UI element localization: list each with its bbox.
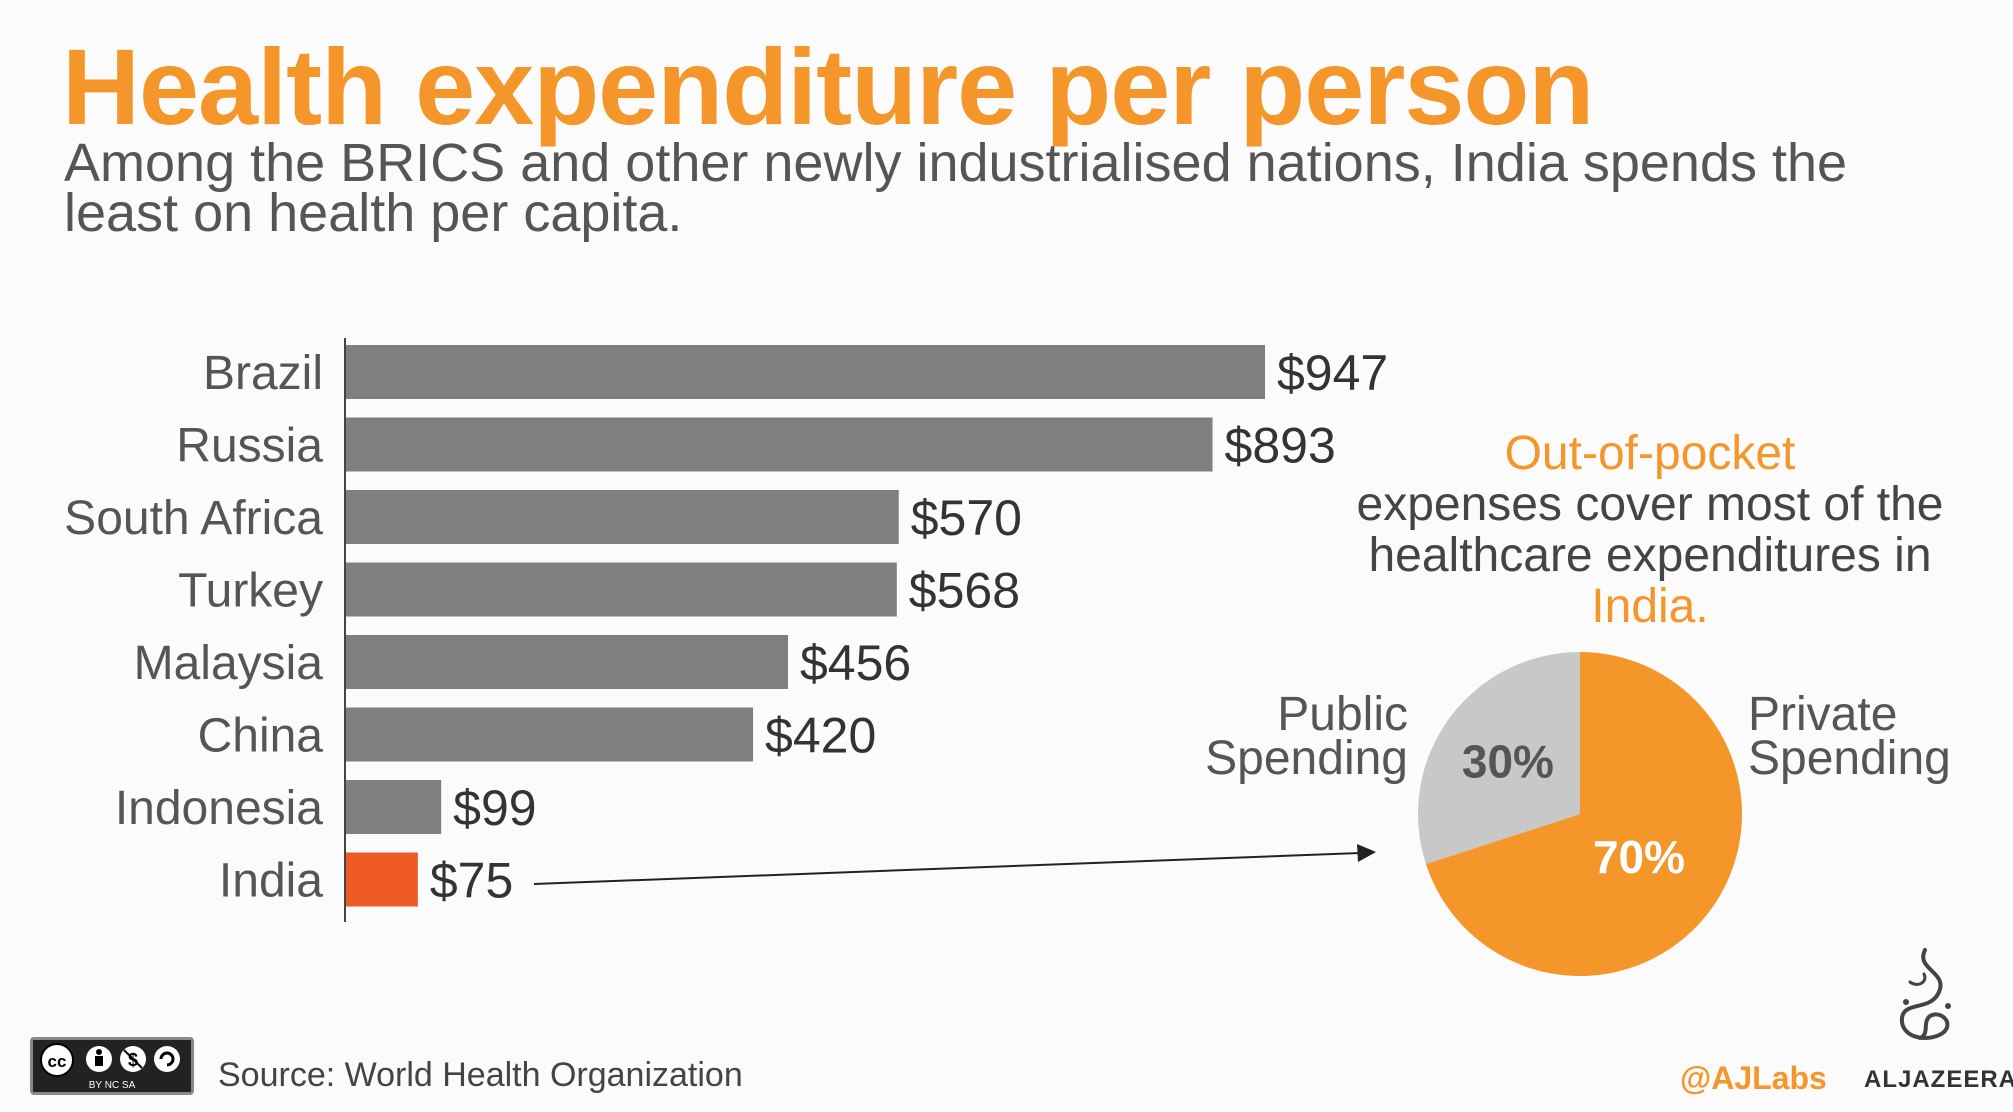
- category-label: South Africa: [64, 492, 323, 545]
- category-label: India: [219, 855, 323, 908]
- pie-slice-label: Private: [1748, 688, 1897, 741]
- aljazeera-brand: ALJAZEERA: [1864, 1066, 2013, 1093]
- value-label: $420: [765, 708, 876, 764]
- pie-percent-label: 30%: [1462, 736, 1554, 788]
- bar-russia: [345, 417, 1213, 472]
- pie-slice-label: Spending: [1748, 732, 1951, 785]
- value-label: $570: [911, 490, 1022, 546]
- pie-caption-accent-end: India.: [1591, 580, 1709, 633]
- cc-license-text: BY NC SA: [89, 1080, 136, 1091]
- pie-percent-label: 70%: [1593, 831, 1685, 883]
- value-label: $75: [430, 853, 513, 909]
- bar-india: [345, 852, 418, 907]
- cc-license-badge: cc $ BY NC SA: [30, 1037, 194, 1095]
- pie-slice-private: [1425, 652, 1742, 977]
- pie-caption-accent: Out-of-pocket: [1504, 427, 1796, 480]
- chart-subtitle: Among the BRICS and other newly industri…: [64, 133, 1848, 243]
- svg-text:cc: cc: [48, 1052, 67, 1071]
- pie-caption-body: expenses cover most of the healthcare ex…: [1356, 478, 1944, 582]
- category-label: Brazil: [203, 347, 323, 400]
- bar-south-africa: [345, 490, 899, 544]
- india-pointer-arrowhead: [1357, 844, 1376, 862]
- pie-slice-label: Public: [1277, 688, 1408, 741]
- value-label: $456: [800, 635, 911, 691]
- category-label: Russia: [176, 420, 323, 473]
- category-label: Turkey: [178, 565, 323, 618]
- india-pointer-line: [533, 852, 1361, 885]
- bar-indonesia: [345, 780, 442, 834]
- chart-title: Health expenditure per person: [62, 26, 1594, 147]
- ajlabs-handle: @AJLabs: [1680, 1060, 1827, 1096]
- pie-caption: Out-of-pocket expenses cover most of the…: [1340, 428, 1960, 632]
- bar-turkey: [345, 562, 897, 617]
- value-label: $893: [1225, 418, 1336, 474]
- category-label: Malaysia: [134, 637, 324, 690]
- pie-slice-label: Spending: [1205, 732, 1408, 785]
- value-label: $99: [453, 780, 536, 836]
- value-label: $947: [1277, 345, 1388, 401]
- value-label: $568: [909, 563, 1020, 619]
- bar-brazil: [345, 345, 1265, 399]
- bar-malaysia: [345, 635, 788, 689]
- source-note: Source: World Health Organization: [218, 1056, 743, 1094]
- cc-by-nc-sa-icon: cc $ BY NC SA: [40, 1043, 180, 1091]
- category-label: Indonesia: [115, 782, 323, 835]
- bars-group: Brazil $947 Russia $893 South Africa $570 Turk…: [64, 345, 1388, 909]
- category-label: China: [198, 710, 324, 763]
- aljazeera-logo-icon: [1899, 948, 1951, 1040]
- pie-slice-public: [1418, 652, 1580, 865]
- bar-china: [345, 707, 754, 762]
